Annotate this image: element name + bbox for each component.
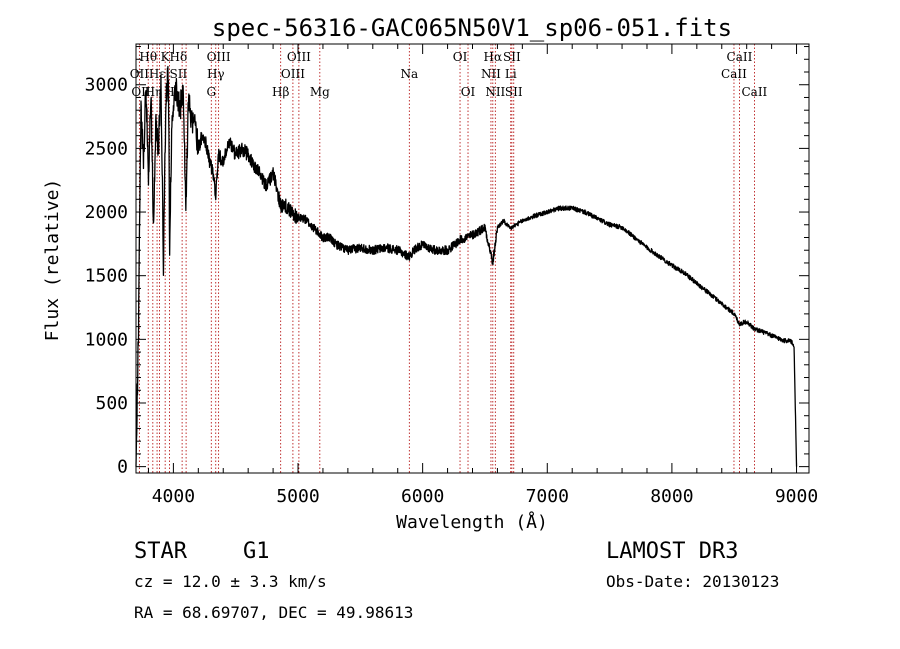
line-label-h: H [164, 85, 174, 99]
line-label-sii: SII [505, 85, 523, 99]
y-axis: 0 500 1000 1500 2000 2500 3000 [85, 46, 809, 478]
line-label-oi: OI [461, 85, 476, 99]
emission-line-markers [138, 44, 755, 473]
line-label-k: K [161, 50, 171, 64]
line-label-oii: OII [131, 85, 151, 99]
x-tick-label: 6000 [401, 486, 444, 507]
x-axis: 4000 5000 6000 7000 8000 9000 [147, 44, 818, 507]
x-tick-label: 7000 [526, 486, 569, 507]
line-label-nii: NII [485, 85, 505, 99]
line-label-oiii: OIII [207, 50, 231, 64]
line-label-caii: CaII [741, 85, 767, 99]
y-tick-label: 0 [117, 457, 128, 478]
object-subclass: G1 [243, 539, 270, 564]
line-label-hη: Hη [145, 85, 163, 99]
y-tick-label: 2000 [85, 202, 128, 223]
plot-frame [135, 43, 810, 474]
y-tick-label: 1500 [85, 266, 128, 287]
line-label-hα: Hα [484, 50, 503, 64]
x-tick-label: 8000 [650, 486, 693, 507]
line-label-nii: NII [481, 67, 501, 81]
line-label-caii: CaII [721, 67, 747, 81]
y-axis-label: Flux (relative) [42, 179, 63, 342]
line-label-sii: SII [170, 67, 188, 81]
line-label-oii: OII [130, 67, 150, 81]
line-label-oiii: OIII [287, 50, 311, 64]
y-tick-label: 3000 [85, 75, 128, 96]
line-label-g: G [206, 85, 216, 99]
y-tick-label: 2500 [85, 138, 128, 159]
x-tick-label: 5000 [276, 486, 319, 507]
survey-name: LAMOST DR3 [606, 539, 739, 564]
line-label-hβ: Hβ [272, 85, 289, 99]
spectrum-line [135, 65, 798, 467]
line-label-hδ: Hδ [170, 50, 188, 64]
line-label-hγ: Hγ [207, 67, 225, 81]
line-label-hε: Hε [149, 67, 166, 81]
object-class: STAR [134, 539, 187, 564]
x-tick-label: 9000 [775, 486, 818, 507]
line-label-hθ: Hθ [139, 50, 157, 64]
coordinates-line: RA = 68.69707, DEC = 49.98613 [134, 603, 414, 622]
line-label-mg: Mg [310, 85, 330, 99]
line-label-na: Na [400, 67, 418, 81]
line-label-oiii: OIII [281, 67, 305, 81]
observation-date: Obs-Date: 20130123 [606, 572, 780, 591]
y-tick-label: 1000 [85, 329, 128, 350]
y-tick-label: 500 [95, 393, 128, 414]
line-label-sii: SII [503, 50, 521, 64]
x-tick-label: 4000 [152, 486, 195, 507]
redshift-line: cz = 12.0 ± 3.3 km/s [134, 572, 327, 591]
line-label-oi: OI [453, 50, 468, 64]
x-axis-label: Wavelength (Å) [396, 511, 548, 533]
chart-title: spec-56316-GAC065N50V1_sp06-051.fits [212, 14, 732, 42]
line-label-caii: CaII [727, 50, 753, 64]
line-label-li: Li [505, 67, 517, 81]
